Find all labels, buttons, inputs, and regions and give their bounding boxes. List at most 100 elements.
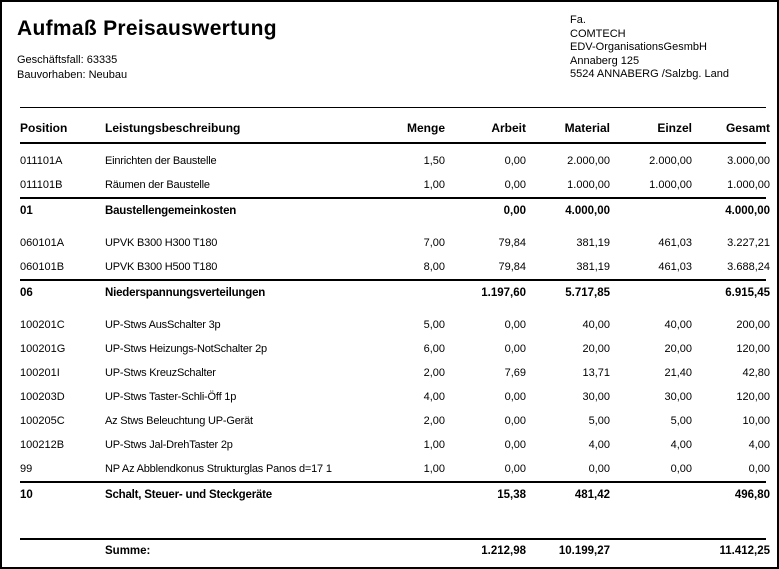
price-table: Position Leistungsbeschreibung Menge Arb… (20, 107, 770, 507)
cell-arbeit: 0,00 (504, 343, 526, 355)
case-info: Geschäftsfall: 63335 Bauvorhaben: Neubau (17, 53, 127, 83)
project-line: Bauvorhaben: Neubau (17, 68, 127, 83)
cell-material: 1.000,00 (567, 179, 610, 191)
cell-material: 40,00 (582, 319, 610, 331)
cell-arbeit: 7,69 (504, 367, 526, 379)
cell-material: 5,00 (588, 415, 610, 427)
cell-material: 381,19 (576, 261, 610, 273)
cell-description: UPVK B300 H500 T180 (105, 261, 218, 273)
cell-gesamt: 3.227,21 (727, 237, 770, 249)
case-number-value: 63335 (86, 54, 118, 66)
cell-einzel: 1.000,00 (649, 179, 692, 191)
cell-einzel: 4,00 (670, 439, 692, 451)
cell-arbeit: 79,84 (498, 237, 526, 249)
cell-gesamt: 4,00 (748, 439, 770, 451)
table-row: 100201C UP-Stws AusSchalter 3p 5,00 0,00 40,… (20, 313, 770, 337)
cell-arbeit: 79,84 (498, 261, 526, 273)
cell-arbeit: 0,00 (503, 205, 526, 217)
cell-arbeit: 0,00 (504, 391, 526, 403)
cell-menge: 1,00 (423, 439, 445, 451)
cell-gesamt: 120,00 (736, 343, 770, 355)
table-row: 060101B UPVK B300 H500 T180 8,00 79,84 381,1… (20, 255, 770, 279)
cell-description: NP Az Abblendkonus Strukturglas Panos d=… (105, 463, 332, 475)
cell-gesamt: 1.000,00 (727, 179, 770, 191)
table-row: 100201G UP-Stws Heizungs-NotSchalter 2p 6,… (20, 337, 770, 361)
cell-material: 481,42 (574, 489, 610, 501)
cell-arbeit: 0,00 (504, 439, 526, 451)
table-row: 99 NP Az Abblendkonus Strukturglas Panos … (20, 457, 770, 481)
cell-description: Räumen der Baustelle (105, 179, 210, 191)
cell-position: 100205C (20, 415, 65, 427)
cell-description: Niederspannungsverteilungen (105, 287, 266, 299)
cell-einzel: 461,03 (658, 237, 692, 249)
column-header-position: Position (20, 121, 68, 135)
summary-gesamt-total: 11.412,25 (719, 545, 770, 557)
cell-material: 5.717,85 (565, 287, 610, 299)
summary-row: Summe: 1.212,98 10.199,27 11.412,25 (20, 538, 770, 557)
column-header-leistungsbeschreibung: Leistungsbeschreibung (105, 121, 241, 135)
cell-einzel: 21,40 (664, 367, 692, 379)
cell-einzel: 461,03 (658, 261, 692, 273)
group-subtotal-row: 06 Niederspannungsverteilungen 1.197,60 5.7… (20, 279, 770, 305)
cell-arbeit: 0,00 (504, 155, 526, 167)
group-subtotal-row: 10 Schalt, Steuer- und Steckgeräte 15,38 48… (20, 481, 770, 507)
cell-position: 10 (20, 489, 33, 501)
company-line: Fa. (570, 14, 586, 26)
cell-position: 100201I (20, 367, 60, 379)
cell-menge: 6,00 (423, 343, 445, 355)
case-number-line: Geschäftsfall: 63335 (17, 53, 127, 68)
cell-gesamt: 42,80 (742, 367, 770, 379)
cell-position: 100203D (20, 391, 65, 403)
cell-material: 4,00 (588, 439, 610, 451)
table-header-row: Position Leistungsbeschreibung Menge Arb… (20, 108, 770, 144)
project-value: Neubau (88, 69, 128, 81)
summary-arbeit-total: 1.212,98 (481, 545, 526, 557)
cell-einzel: 20,00 (664, 343, 692, 355)
cell-einzel: 40,00 (664, 319, 692, 331)
cell-gesamt: 200,00 (736, 319, 770, 331)
cell-description: UPVK B300 H300 T180 (105, 237, 218, 249)
table-row: 060101A UPVK B300 H300 T180 7,00 79,84 381,1… (20, 231, 770, 255)
company-line: COMTECH (570, 27, 626, 40)
table-row: 100201I UP-Stws KreuzSchalter 2,00 7,69 13,7… (20, 361, 770, 385)
company-line: 5524 ANNABERG /Salzbg. Land (570, 68, 729, 80)
cell-position: 100212B (20, 439, 65, 451)
cell-description: UP-Stws Jal-DrehTaster 2p (105, 439, 233, 451)
cell-material: 0,00 (588, 463, 610, 475)
table-row: 011101A Einrichten der Baustelle 1,50 0,00 2… (20, 149, 770, 173)
column-header-arbeit: Arbeit (491, 121, 526, 135)
cell-description: Baustellengemeinkosten (105, 205, 237, 217)
cell-arbeit: 1.197,60 (481, 287, 526, 299)
company-address-block: Fa. COMTECH EDV-OrganisationsGesmbH Anna… (570, 14, 729, 82)
cell-einzel: 30,00 (664, 391, 692, 403)
cell-description: UP-Stws Heizungs-NotSchalter 2p (105, 343, 267, 355)
column-header-material: Material (564, 121, 610, 135)
table-row: 011101B Räumen der Baustelle 1,00 0,00 1.000… (20, 173, 770, 197)
cell-arbeit: 0,00 (504, 179, 526, 191)
column-header-einzel: Einzel (657, 121, 692, 135)
cell-menge: 2,00 (423, 367, 445, 379)
cell-position: 011101B (20, 179, 63, 191)
cell-material: 20,00 (582, 343, 610, 355)
cell-einzel: 2.000,00 (649, 155, 692, 167)
cell-material: 2.000,00 (567, 155, 610, 167)
cell-gesamt: 3.688,24 (727, 261, 770, 273)
page-title: Aufmaß Preisauswertung (17, 17, 277, 40)
table-row: 100205C Az Stws Beleuchtung UP-Gerät 2,00 0… (20, 409, 770, 433)
company-line: EDV-OrganisationsGesmbH (570, 41, 707, 53)
cell-position: 060101B (20, 261, 65, 273)
cell-material: 13,71 (582, 367, 610, 379)
report-header: Aufmaß Preisauswertung Geschäftsfall: 63… (2, 2, 777, 107)
cell-menge: 5,00 (423, 319, 445, 331)
cell-gesamt: 4.000,00 (725, 205, 770, 217)
column-header-gesamt: Gesamt (725, 121, 770, 135)
cell-gesamt: 10,00 (742, 415, 770, 427)
cell-position: 01 (20, 205, 33, 217)
cell-position: 100201C (20, 319, 65, 331)
cell-description: UP-Stws Taster-Schli-Öff 1p (105, 391, 237, 403)
cell-position: 060101A (20, 237, 65, 249)
company-line: Annaberg 125 (570, 54, 640, 67)
cell-menge: 4,00 (423, 391, 445, 403)
cell-arbeit: 15,38 (497, 489, 526, 501)
